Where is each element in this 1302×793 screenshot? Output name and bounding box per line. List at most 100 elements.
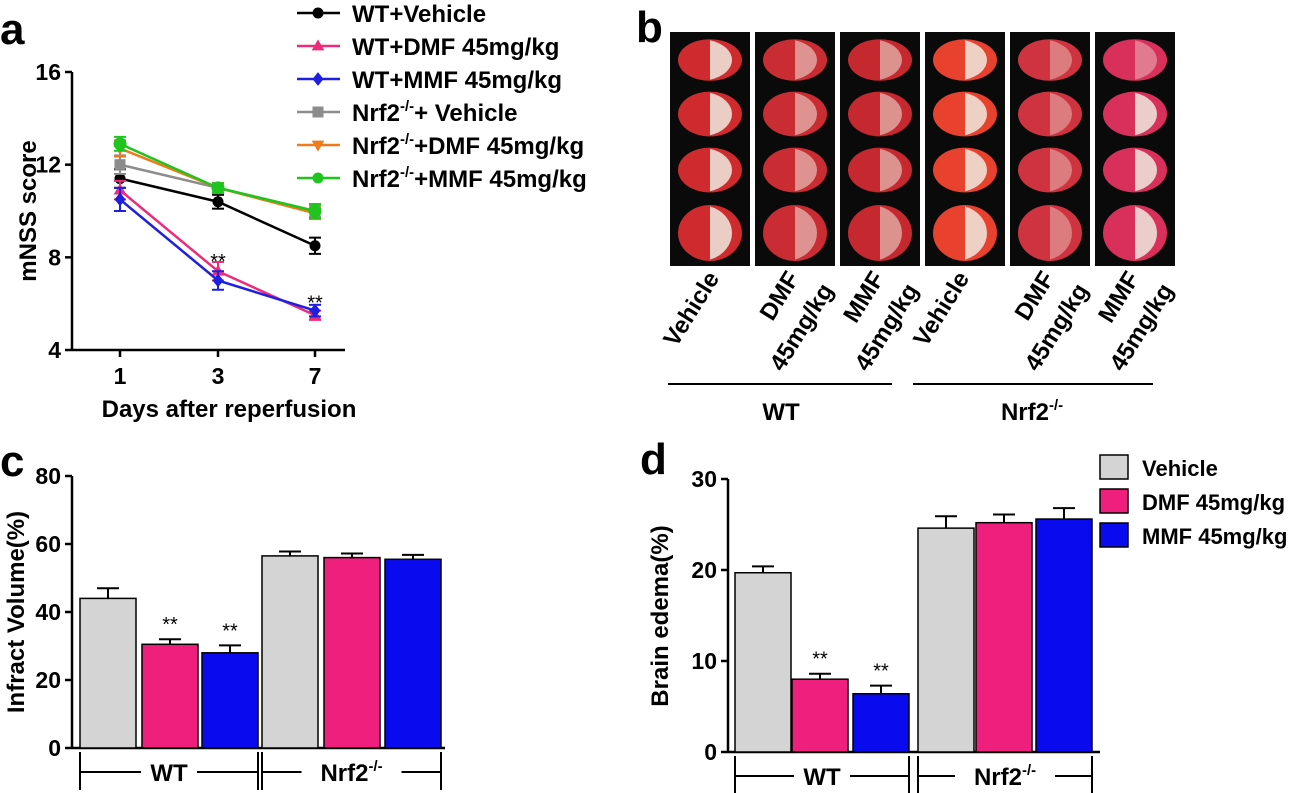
infarct-region <box>1050 148 1073 192</box>
infarct-region <box>710 92 733 136</box>
bar <box>141 643 199 749</box>
y-tick-label: 60 <box>35 531 61 557</box>
data-point <box>114 192 126 207</box>
infarct-region <box>1135 148 1158 192</box>
group-label: Nrf2-/- <box>320 759 382 787</box>
legend-label: WT+MMF 45mg/kg <box>352 67 562 94</box>
bar <box>791 678 849 753</box>
group-label-base: Nrf2 <box>320 760 368 787</box>
panel-letter-a: a <box>0 5 25 54</box>
nrf2-group-label-sup: -/- <box>1049 398 1063 414</box>
brain-slice <box>1018 205 1082 261</box>
legend-label: WT+Vehicle <box>352 1 486 28</box>
group-label: Nrf2-/- <box>974 763 1036 791</box>
significance-mark: ** <box>307 293 323 315</box>
data-point <box>309 240 321 252</box>
infarct-region <box>795 92 818 136</box>
infarct-region <box>795 148 818 192</box>
y-tick-label: 12 <box>35 152 61 178</box>
group-label-sup: -/- <box>1022 763 1036 779</box>
infarct-region <box>1050 40 1073 80</box>
y-tick-label: 30 <box>691 466 717 492</box>
data-point <box>309 303 321 318</box>
bar <box>734 571 792 753</box>
y-tick-label: 10 <box>691 648 717 674</box>
brain-slice <box>1018 91 1082 137</box>
infarct-region <box>795 206 818 260</box>
bar <box>323 556 381 749</box>
legend-swatch <box>1099 522 1129 548</box>
data-point <box>212 273 224 288</box>
data-point <box>211 181 225 195</box>
data-point <box>212 196 224 208</box>
data-point <box>211 264 225 276</box>
y-tick-label: 0 <box>48 735 61 761</box>
line-chart-mnss: 4 8 12 16 1 3 7 Days after reperfusion mNSS scor… <box>15 1 587 423</box>
panel-letter-d: d <box>640 435 667 484</box>
bar <box>917 527 975 753</box>
bar <box>975 521 1033 753</box>
legend-marker <box>312 172 324 184</box>
y-tick-label: 8 <box>48 244 61 270</box>
x-tick-label: 3 <box>212 363 225 389</box>
legend-label-suffix: +MMF 45mg/kg <box>414 166 587 193</box>
significance-mark: ** <box>222 620 238 642</box>
infarct-region <box>710 206 733 260</box>
brain-slice <box>1103 39 1167 81</box>
legend-marker <box>311 140 325 152</box>
bar <box>79 597 137 749</box>
y-axis-title: Infract Volume(%) <box>3 511 30 713</box>
infarct-region <box>1050 206 1073 260</box>
group-label-sup: -/- <box>368 759 382 775</box>
legend-label-sup: -/- <box>400 132 414 148</box>
bar <box>261 555 319 749</box>
legend-label-base: WT+MMF 45mg/kg <box>352 67 562 94</box>
legend-label: Nrf2-/-+DMF 45mg/kg <box>352 132 584 160</box>
column-label: Vehicle <box>658 267 725 351</box>
bar <box>201 652 259 749</box>
y-tick-label: 4 <box>48 337 61 363</box>
brain-slice <box>1018 39 1082 81</box>
legend-marker <box>311 39 325 51</box>
legend-swatch <box>1099 454 1129 480</box>
column-label: Vehicle <box>908 267 975 351</box>
x-tick-label: 7 <box>309 363 322 389</box>
legend-label: DMF 45mg/kg <box>1142 490 1285 515</box>
infarct-region <box>965 40 988 80</box>
y-tick-label: 16 <box>35 59 61 85</box>
infarct-region <box>965 206 988 260</box>
y-axis-title: mNSS score <box>15 140 42 281</box>
group-label-base: WT <box>150 760 188 787</box>
y-axis-title: Brain edema(%) <box>647 525 674 706</box>
infarct-region <box>1135 206 1158 260</box>
legend-marker <box>312 7 324 19</box>
legend-label-base: WT+Vehicle <box>352 1 486 28</box>
group-label-base: WT <box>803 764 841 791</box>
infarct-region <box>795 40 818 80</box>
y-tick-label: 80 <box>35 463 61 489</box>
legend-label-base: Nrf2 <box>352 166 400 193</box>
legend-label: Nrf2-/-+MMF 45mg/kg <box>352 165 587 193</box>
legend-label-sup: -/- <box>400 165 414 181</box>
bar <box>1035 518 1093 753</box>
bar-chart-brain-edema: 0 10 20 30 Brain edema(%) WT Nrf2-/- ** ** Vehicl… <box>647 454 1287 793</box>
infarct-region <box>965 148 988 192</box>
infarct-region <box>880 40 903 80</box>
infarct-region <box>880 148 903 192</box>
y-tick-label: 0 <box>704 739 717 765</box>
infarct-region <box>710 148 733 192</box>
legend-label: Vehicle <box>1142 456 1218 481</box>
infarct-region <box>1050 92 1073 136</box>
y-tick-label: 20 <box>691 557 717 583</box>
nrf2-group-label-base: Nrf2 <box>1001 399 1049 426</box>
significance-mark: ** <box>210 251 226 273</box>
legend-marker <box>312 72 324 86</box>
infarct-region <box>710 40 733 80</box>
significance-mark: ** <box>873 661 889 683</box>
panel-letter-c: c <box>0 437 24 486</box>
infarct-region <box>1135 92 1158 136</box>
legend-label-base: Nrf2 <box>352 100 400 127</box>
infarct-region <box>965 92 988 136</box>
